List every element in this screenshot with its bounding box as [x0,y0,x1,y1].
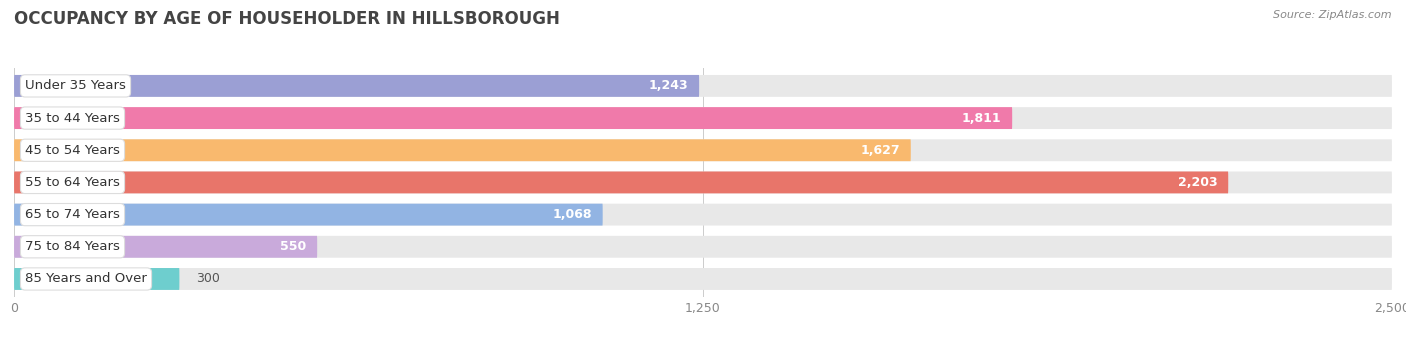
FancyBboxPatch shape [14,139,911,161]
FancyBboxPatch shape [14,75,1392,97]
Text: Source: ZipAtlas.com: Source: ZipAtlas.com [1274,10,1392,20]
FancyBboxPatch shape [14,268,180,290]
Text: 300: 300 [195,272,219,285]
Text: OCCUPANCY BY AGE OF HOUSEHOLDER IN HILLSBOROUGH: OCCUPANCY BY AGE OF HOUSEHOLDER IN HILLS… [14,10,560,28]
Text: 85 Years and Over: 85 Years and Over [25,272,148,285]
FancyBboxPatch shape [14,236,1392,258]
FancyBboxPatch shape [14,236,318,258]
FancyBboxPatch shape [14,204,603,225]
Text: 550: 550 [280,240,307,253]
FancyBboxPatch shape [14,172,1229,193]
Text: Under 35 Years: Under 35 Years [25,79,127,92]
FancyBboxPatch shape [14,204,1392,225]
FancyBboxPatch shape [14,107,1392,129]
Text: 45 to 54 Years: 45 to 54 Years [25,144,120,157]
Text: 35 to 44 Years: 35 to 44 Years [25,112,120,124]
Text: 1,068: 1,068 [553,208,592,221]
Text: 1,811: 1,811 [962,112,1001,124]
FancyBboxPatch shape [14,268,1392,290]
Text: 75 to 84 Years: 75 to 84 Years [25,240,120,253]
FancyBboxPatch shape [14,75,699,97]
Text: 1,243: 1,243 [648,79,688,92]
Text: 2,203: 2,203 [1178,176,1218,189]
FancyBboxPatch shape [14,172,1392,193]
FancyBboxPatch shape [14,107,1012,129]
Text: 65 to 74 Years: 65 to 74 Years [25,208,120,221]
Text: 1,627: 1,627 [860,144,900,157]
Text: 55 to 64 Years: 55 to 64 Years [25,176,120,189]
FancyBboxPatch shape [14,139,1392,161]
